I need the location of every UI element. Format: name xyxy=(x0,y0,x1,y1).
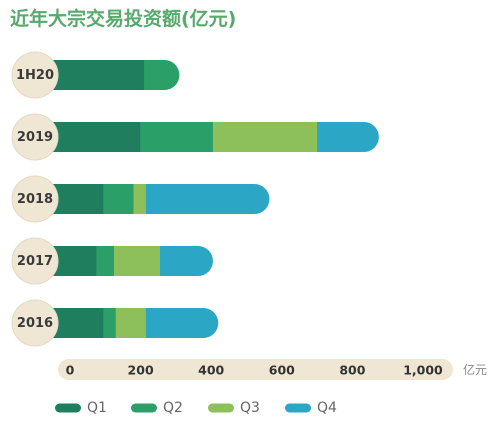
bar-2016-Q2 xyxy=(103,308,116,338)
legend-item-Q2: Q2 xyxy=(131,400,183,416)
bar-group-2018 xyxy=(48,184,270,214)
bar-group-1H20 xyxy=(48,60,180,90)
legend-item-Q4: Q4 xyxy=(285,400,337,416)
legend-item-Q1: Q1 xyxy=(55,400,107,416)
bar-2019-Q4 xyxy=(302,122,379,152)
legend-swatch-Q1 xyxy=(55,403,81,413)
bar-group-2017 xyxy=(48,246,213,276)
legend-label-Q2: Q2 xyxy=(163,400,183,416)
x-axis-band xyxy=(58,359,453,380)
x-unit-label: 亿元 xyxy=(463,362,487,377)
bar-1H20-Q1 xyxy=(48,60,145,90)
bar-2018-Q2 xyxy=(103,184,134,214)
category-label-2016: 2016 xyxy=(17,316,53,331)
chart-title: 近年大宗交易投资额(亿元) xyxy=(10,8,237,30)
bar-2016-Q4 xyxy=(130,308,219,338)
x-tick-label-0: 0 xyxy=(66,363,75,378)
bar-2017-Q3 xyxy=(114,246,161,276)
legend-label-Q1: Q1 xyxy=(87,400,107,416)
bar-2018-Q4 xyxy=(130,184,270,214)
bar-2019-Q2 xyxy=(140,122,213,152)
category-badge-2019 xyxy=(11,113,59,161)
category-label-2019: 2019 xyxy=(17,130,53,145)
bar-group-2016 xyxy=(48,308,219,338)
x-tick-label-3: 600 xyxy=(269,363,295,378)
category-badge-2016 xyxy=(11,299,59,347)
category-badge-2018 xyxy=(11,175,59,223)
category-label-1H20: 1H20 xyxy=(16,68,54,83)
legend-item-Q3: Q3 xyxy=(208,400,260,416)
category-badge-1H20 xyxy=(11,51,59,99)
bar-2018-Q3 xyxy=(133,184,146,214)
bar-group-2019 xyxy=(48,122,379,152)
x-tick-label-5: 1,000 xyxy=(403,363,443,378)
category-label-2018: 2018 xyxy=(17,192,53,207)
bar-2019-Q3 xyxy=(212,122,318,152)
x-tick-label-4: 800 xyxy=(339,363,365,378)
legend-swatch-Q3 xyxy=(208,403,234,413)
x-tick-label-2: 400 xyxy=(198,363,224,378)
bar-2019-Q1 xyxy=(48,122,141,152)
bar-2016-Q3 xyxy=(115,308,146,338)
category-label-2017: 2017 xyxy=(17,254,53,269)
legend-label-Q4: Q4 xyxy=(317,400,337,416)
category-badge-2017 xyxy=(11,237,59,285)
legend-swatch-Q2 xyxy=(131,403,157,413)
legend-label-Q3: Q3 xyxy=(240,400,260,416)
legend-swatch-Q4 xyxy=(285,403,311,413)
bar-2017-Q2 xyxy=(96,246,115,276)
bar-2017-Q4 xyxy=(145,246,213,276)
x-tick-label-1: 200 xyxy=(128,363,154,378)
